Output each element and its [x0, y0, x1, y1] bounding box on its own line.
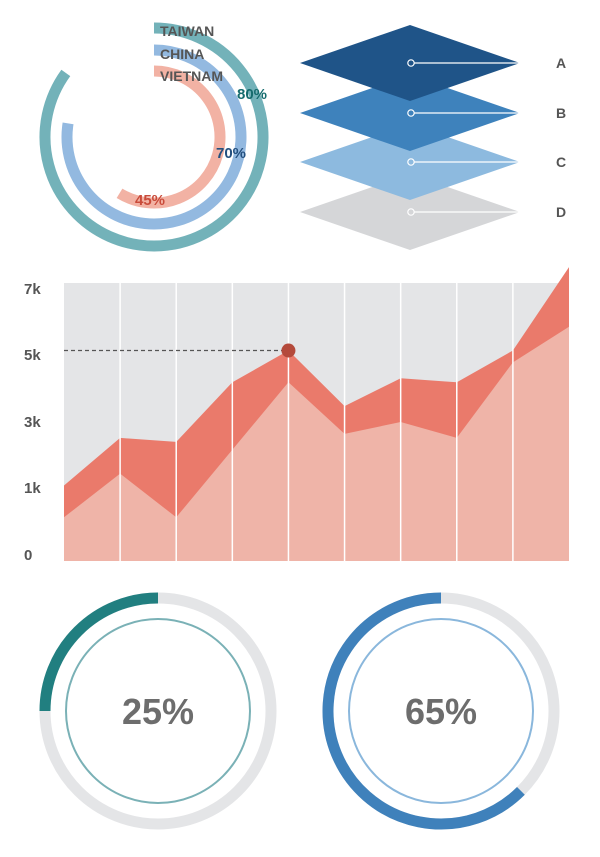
donut-progress-arc	[39, 592, 159, 712]
donut-chart-25: 25%	[39, 592, 277, 830]
radial-value-taiwan: 80%	[237, 86, 267, 103]
layer-diagram: A B C D	[300, 25, 566, 250]
donut-value-label: 25%	[122, 691, 194, 732]
radial-legend-vietnam: VIETNAM	[160, 68, 223, 84]
y-tick-5k: 5k	[24, 347, 41, 364]
layer-connector-a	[407, 59, 545, 67]
y-tick-1k: 1k	[24, 480, 41, 497]
radial-value-china: 70%	[216, 145, 246, 162]
radial-arc-china	[61, 44, 247, 230]
donut-value-label: 65%	[405, 691, 477, 732]
radial-arc-taiwan	[39, 22, 269, 252]
layer-label-a: A	[556, 55, 566, 71]
layer-a	[300, 25, 520, 101]
radial-value-vietnam: 45%	[135, 192, 165, 209]
y-tick-7k: 7k	[24, 281, 41, 298]
layer-b	[300, 75, 520, 151]
radial-legend-taiwan: TAIWAN	[160, 23, 214, 39]
layer-connector-b	[407, 109, 545, 117]
radial-bar-chart: TAIWAN CHINA VIETNAM 80% 70% 45%	[39, 22, 269, 252]
y-tick-0: 0	[24, 547, 32, 564]
donut-inner-ring	[348, 618, 534, 804]
layer-connector-d	[407, 208, 545, 216]
layer-label-d: D	[556, 204, 566, 220]
area-chart: 0 1k 3k 5k 7k	[24, 267, 569, 564]
radial-legend-china: CHINA	[160, 46, 204, 62]
layer-label-c: C	[556, 154, 566, 170]
layer-d	[300, 174, 520, 250]
donut-chart-65: 65%	[322, 592, 560, 830]
donut-progress-arc	[322, 592, 525, 830]
radial-arc-vietnam	[116, 65, 226, 209]
layer-label-b: B	[556, 105, 566, 121]
layer-connector-c	[407, 158, 545, 166]
donut-inner-ring	[65, 618, 251, 804]
area-series-lower	[64, 326, 569, 561]
layer-c	[300, 124, 520, 200]
area-chart-dividers	[119, 283, 514, 561]
y-tick-3k: 3k	[24, 414, 41, 431]
highlight-point	[281, 343, 296, 358]
